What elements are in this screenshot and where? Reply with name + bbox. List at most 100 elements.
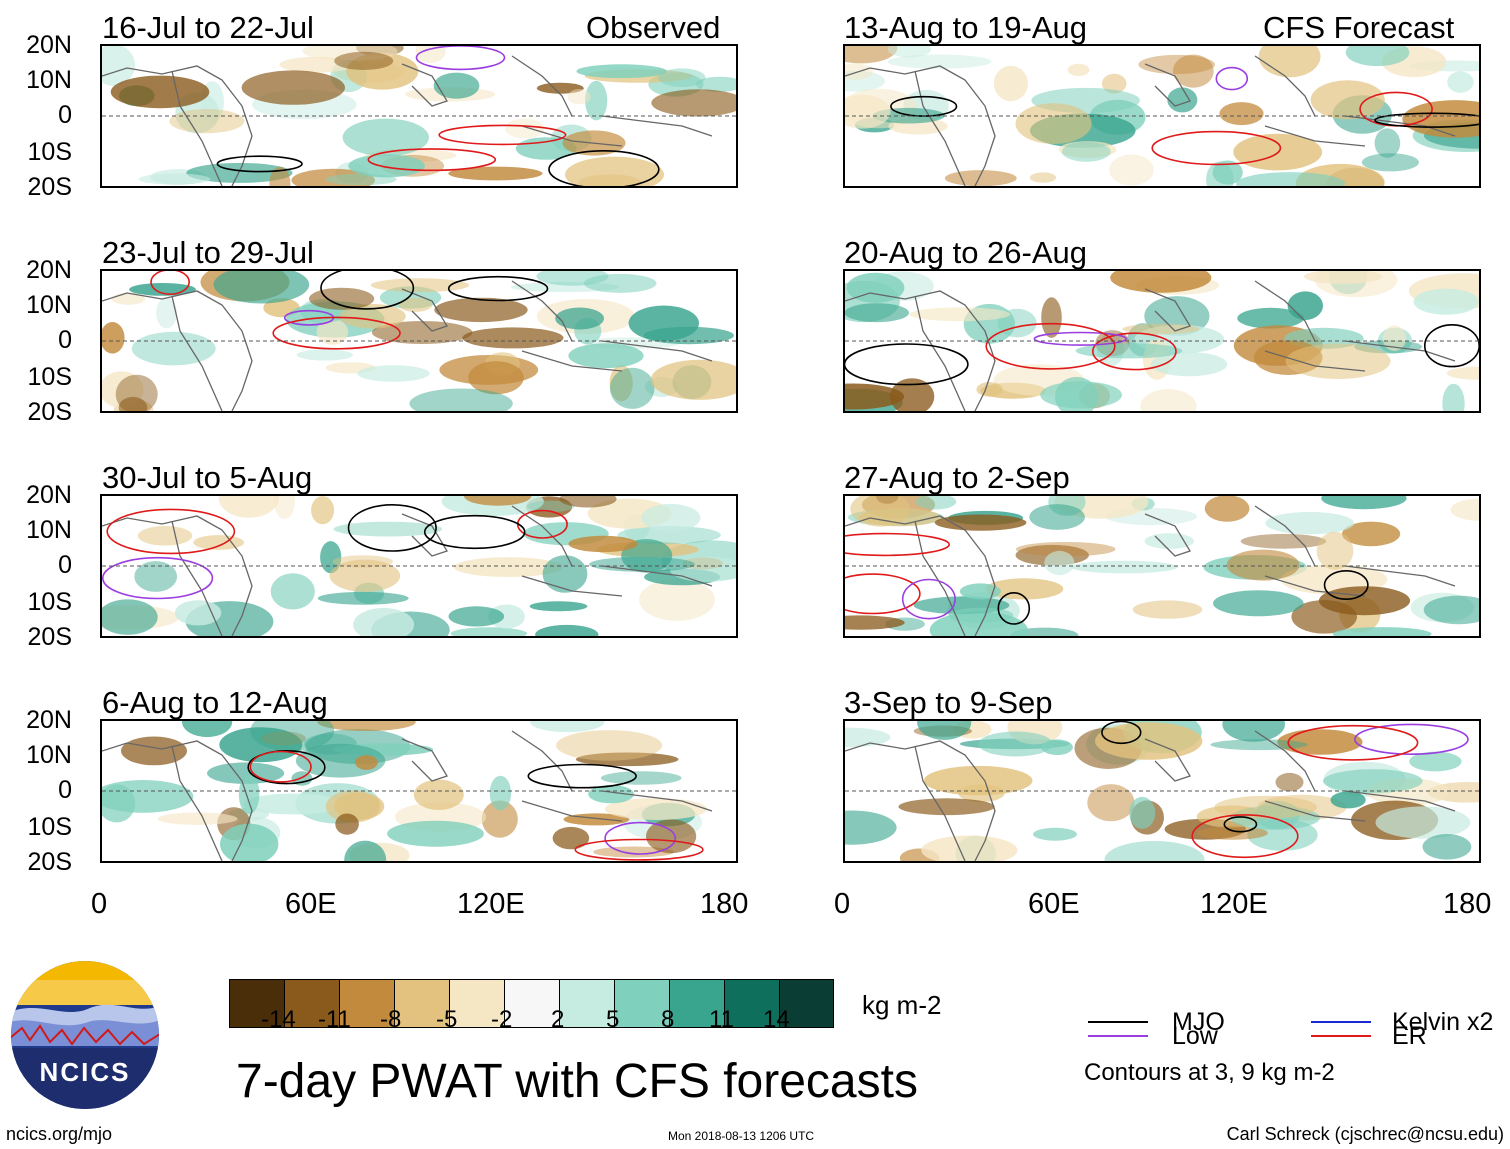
colorbar-tick: -11	[318, 1006, 351, 1033]
wave-contour	[1287, 724, 1419, 761]
wave-contour	[415, 46, 506, 71]
wave-contour	[901, 578, 956, 620]
pwat-anomaly-blob	[889, 378, 935, 411]
pwat-anomaly-blob	[1409, 751, 1462, 772]
wave-contour	[1323, 570, 1369, 601]
pwat-anomaly-blob	[583, 273, 657, 293]
contour-note: Contours at 3, 9 kg m-2	[1084, 1059, 1335, 1086]
panel-title: 16-Jul to 22-Jul	[102, 10, 314, 45]
pwat-anomaly-blob	[1109, 154, 1154, 186]
pwat-anomaly-blob	[1212, 160, 1243, 185]
pwat-anomaly-blob	[238, 774, 260, 814]
figure-title: 7-day PWAT with CFS forecasts	[236, 1055, 918, 1108]
pwat-anomaly-blob	[934, 514, 1027, 531]
pwat-anomaly-blob	[845, 615, 905, 630]
forecast-label: CFS Forecast	[1263, 10, 1455, 45]
coastline	[1344, 790, 1456, 812]
colorbar-tick: 8	[661, 1006, 675, 1033]
wave-contour	[106, 508, 236, 555]
colorbar-unit: kg m-2	[862, 990, 942, 1020]
footer-credit: Carl Schreck (cjschrec@ncsu.edu)	[1226, 1124, 1504, 1144]
pwat-anomaly-blob	[464, 496, 532, 506]
pwat-anomaly-blob	[134, 561, 178, 592]
pwat-anomaly-blob	[1446, 366, 1479, 380]
pwat-anomaly-blob	[639, 578, 715, 621]
wave-contour	[438, 124, 567, 146]
pwat-anomaly-blob	[921, 835, 1018, 861]
pwat-anomaly-blob	[585, 80, 608, 121]
pwat-anomaly-blob	[325, 173, 397, 186]
legend-label-er: ER	[1392, 1022, 1427, 1050]
pwat-anomaly-blob	[1015, 103, 1092, 144]
ncics-logo[interactable]	[10, 960, 160, 1110]
pwat-anomaly-blob	[658, 68, 706, 87]
coastline	[511, 505, 573, 567]
coastline	[171, 295, 223, 411]
wave-contour	[1374, 112, 1479, 128]
coastline	[102, 740, 253, 861]
pwat-anomaly-blob	[296, 349, 353, 361]
pwat-anomaly-blob	[1423, 595, 1479, 625]
coastline	[845, 290, 996, 411]
pwat-anomaly-blob	[646, 819, 697, 854]
wave-contour	[527, 763, 637, 789]
pwat-anomaly-blob	[1167, 87, 1198, 113]
legend-line-mjo	[1088, 1021, 1148, 1023]
footer-url-link[interactable]: ncics.org/mjo	[6, 1124, 113, 1144]
map-panel-forecast-1	[843, 44, 1481, 188]
lon-label: 180	[1443, 888, 1492, 920]
pwat-anomaly-blob	[220, 823, 279, 861]
pwat-anomaly-blob	[274, 496, 295, 519]
pwat-anomaly-blob	[138, 173, 211, 185]
pwat-anomaly-blob	[174, 600, 222, 626]
coastline	[914, 745, 966, 861]
pwat-anomaly-blob	[213, 271, 310, 304]
wave-contour	[272, 316, 401, 350]
pwat-anomaly-blob	[887, 54, 992, 69]
pwat-anomaly-blob	[1265, 511, 1355, 535]
pwat-anomaly-blob	[320, 541, 342, 574]
lon-label: 0	[834, 888, 851, 920]
pwat-anomaly-blob	[387, 820, 484, 847]
pwat-anomaly-blob	[1342, 521, 1401, 547]
lat-label: 20S	[27, 848, 72, 876]
pwat-anomaly-blob	[536, 82, 584, 94]
colorbar-tick: 5	[606, 1006, 620, 1033]
coastline	[914, 520, 966, 636]
pwat-anomaly-blob	[353, 607, 415, 636]
pwat-anomaly-blob	[370, 278, 470, 293]
pwat-anomaly-blob	[568, 535, 638, 553]
pwat-anomaly-blob	[1321, 496, 1407, 510]
wave-contour	[347, 503, 437, 552]
pwat-anomaly-blob	[309, 287, 375, 310]
pwat-anomaly-blob	[1316, 531, 1354, 570]
lon-label: 120E	[457, 888, 525, 920]
panel-title: 27-Aug to 2-Sep	[844, 460, 1070, 495]
lat-label: 10N	[26, 291, 72, 319]
coastline	[845, 515, 996, 636]
panel-title: 20-Aug to 26-Aug	[844, 235, 1088, 270]
pwat-anomaly-blob	[1041, 297, 1062, 338]
colorbar-tick: 2	[551, 1006, 565, 1033]
wave-contour	[845, 343, 969, 386]
pwat-anomaly-blob	[448, 606, 505, 627]
pwat-anomaly-blob	[334, 51, 394, 70]
coastline	[914, 295, 966, 411]
pwat-anomaly-blob	[218, 496, 279, 518]
colorbar-tick: -2	[491, 1006, 513, 1033]
pwat-anomaly-blob	[413, 779, 464, 810]
pwat-anomaly-blob	[978, 731, 1053, 757]
colorbar-swatch	[724, 979, 780, 1028]
lat-label: 10N	[26, 516, 72, 544]
pwat-anomaly-blob	[1258, 46, 1321, 78]
wave-contour	[574, 838, 704, 861]
coastline	[1144, 738, 1191, 782]
colorbar-tick: 14	[763, 1006, 790, 1033]
colorbar-swatch	[394, 979, 450, 1028]
pwat-anomaly-blob	[115, 374, 158, 411]
pwat-anomaly-blob	[909, 307, 1011, 322]
wave-contour	[247, 750, 326, 785]
coastline	[521, 800, 623, 822]
coastline	[1264, 800, 1366, 822]
wave-contour	[320, 271, 415, 310]
